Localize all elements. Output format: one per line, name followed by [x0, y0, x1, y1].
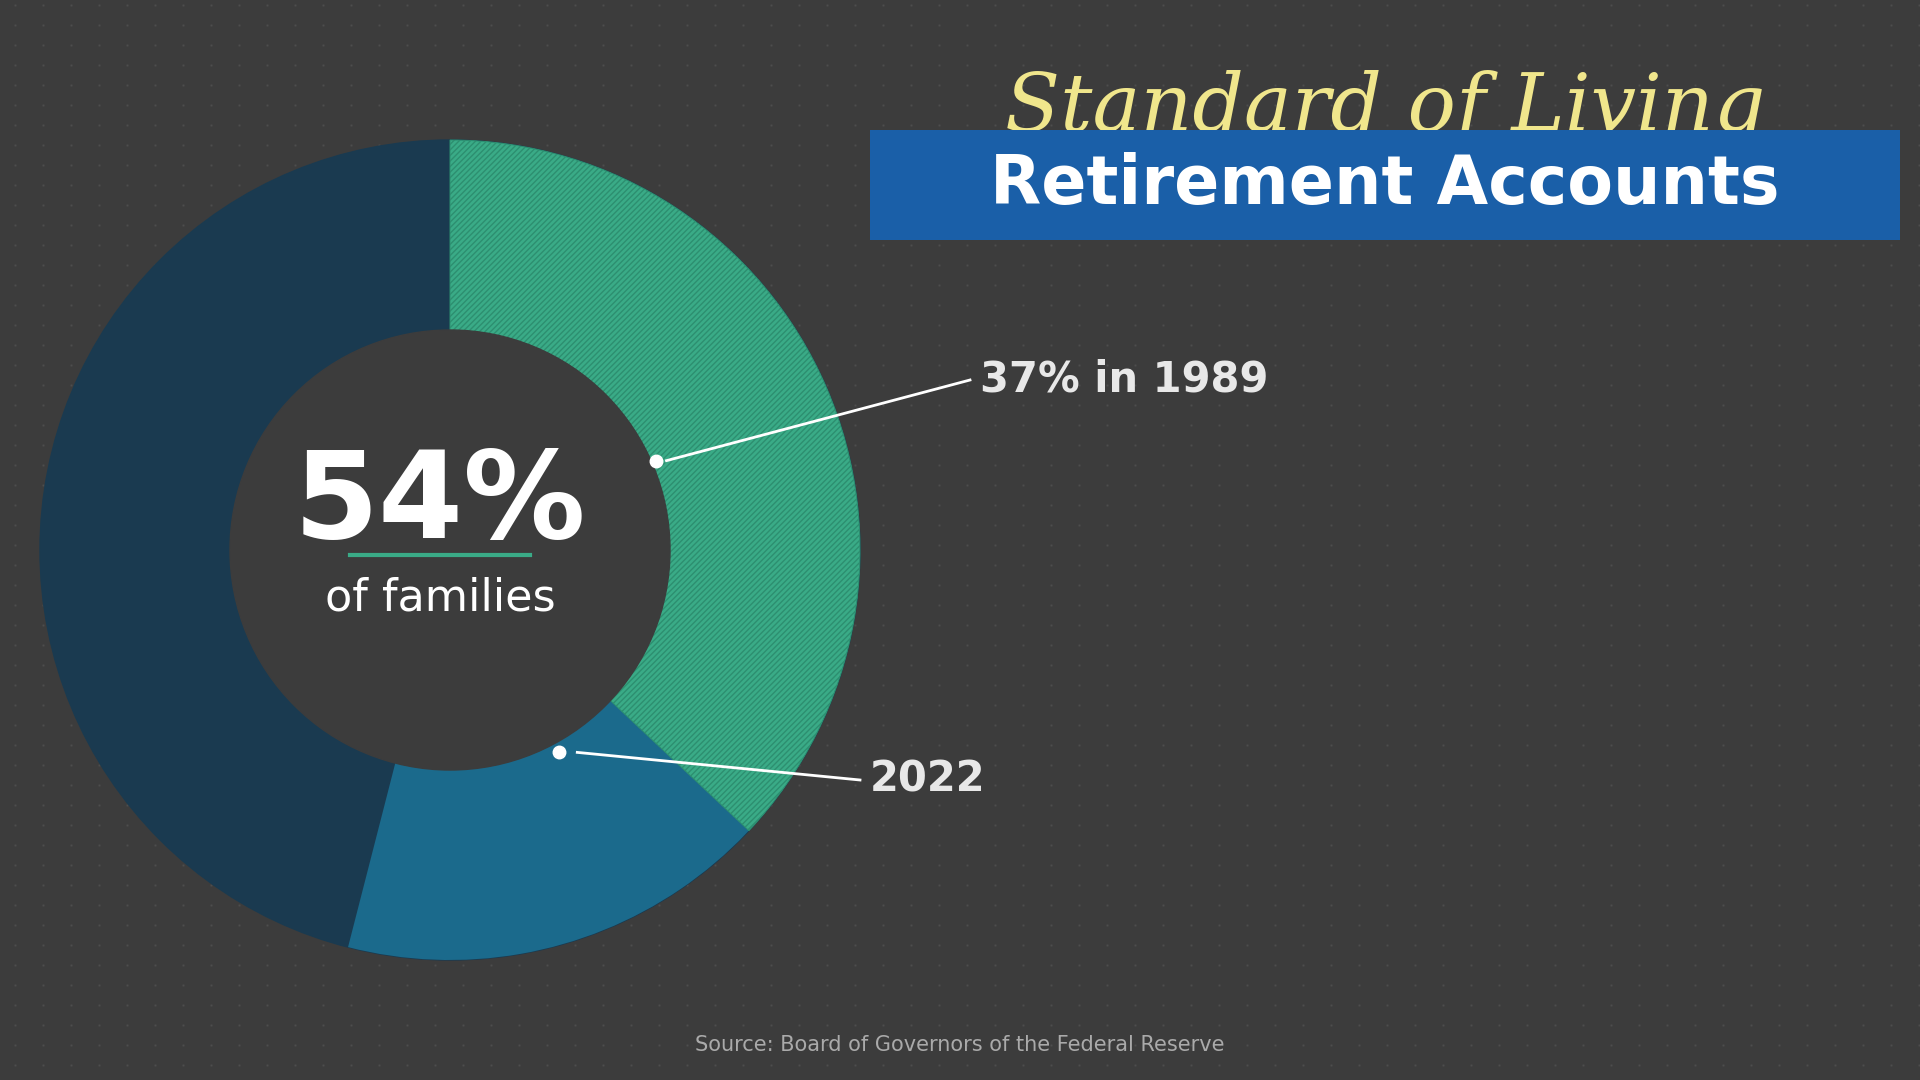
Text: of families: of families	[324, 577, 555, 620]
Circle shape	[40, 140, 860, 960]
Text: 37% in 1989: 37% in 1989	[979, 359, 1269, 401]
Text: Standard of Living: Standard of Living	[1004, 70, 1764, 149]
Text: 2022: 2022	[870, 759, 985, 801]
Circle shape	[230, 330, 670, 770]
Text: Retirement Accounts: Retirement Accounts	[991, 152, 1780, 218]
Text: Source: Board of Governors of the Federal Reserve: Source: Board of Governors of the Federa…	[695, 1035, 1225, 1055]
Wedge shape	[348, 140, 860, 960]
FancyBboxPatch shape	[870, 130, 1901, 240]
Text: 54%: 54%	[294, 446, 586, 564]
Wedge shape	[449, 140, 860, 831]
